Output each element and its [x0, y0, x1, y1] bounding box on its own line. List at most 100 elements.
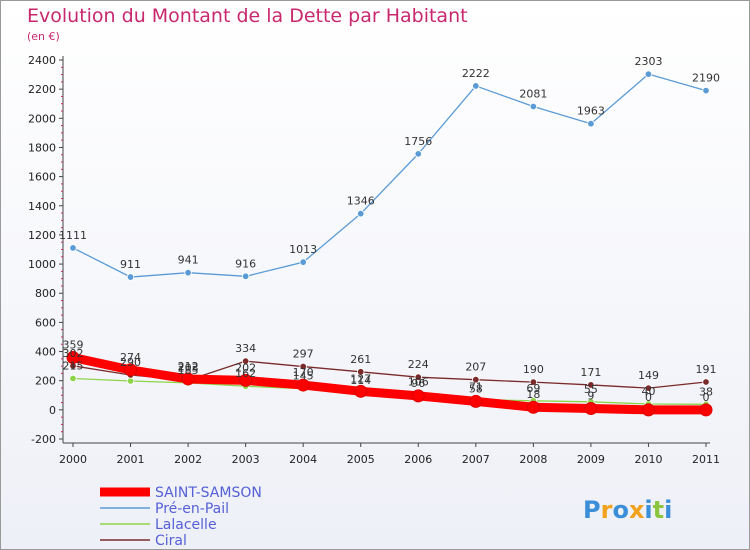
logo-letter: i — [644, 496, 652, 524]
data-label: 162 — [235, 367, 256, 380]
x-tick-label: 2001 — [117, 453, 145, 466]
data-label: 359 — [63, 339, 84, 352]
data-point — [584, 402, 598, 416]
y-tick-label: 2400 — [28, 54, 56, 67]
data-labels: 359 274 212 202 170 127 96 58 18 9 0 0 1111 911 941 916… — [59, 55, 720, 404]
data-label: 202 — [235, 361, 256, 374]
proxiti-logo: Proxiti — [583, 496, 672, 524]
y-tick-label: 200 — [35, 375, 56, 388]
data-label: 190 — [523, 363, 544, 376]
data-label: 207 — [465, 361, 486, 374]
data-label: 2081 — [519, 88, 547, 101]
data-label: 96 — [411, 377, 425, 390]
logo-letter: r — [601, 496, 613, 524]
y-tick-label: 400 — [35, 346, 56, 359]
data-point — [641, 403, 655, 417]
data-label: 18 — [526, 388, 540, 401]
data-label: 171 — [580, 366, 601, 379]
data-label: 203 — [178, 361, 199, 374]
axes: -200020040060080010001200140016001800200… — [28, 54, 720, 466]
x-tick-label: 2008 — [519, 453, 547, 466]
data-label: 149 — [638, 369, 659, 382]
data-label: 191 — [696, 363, 717, 376]
data-label: 224 — [408, 358, 429, 371]
y-tick-label: -200 — [31, 433, 56, 446]
y-tick-label: 1400 — [28, 200, 56, 213]
y-tick-label: 1000 — [28, 258, 56, 271]
series-line — [68, 353, 711, 415]
data-point — [357, 209, 365, 218]
y-tick-label: 0 — [49, 404, 56, 417]
data-point — [357, 368, 365, 376]
data-label: 261 — [350, 353, 371, 366]
data-point — [296, 378, 310, 392]
data-point — [587, 120, 595, 128]
data-label: 215 — [63, 360, 84, 373]
legend-label: Pré-en-Pail — [155, 501, 229, 517]
data-label: 170 — [293, 366, 314, 379]
data-label: 0 — [645, 391, 652, 404]
data-point — [472, 82, 480, 90]
data-label: 0 — [703, 391, 710, 404]
data-point — [529, 378, 538, 386]
y-tick-label: 1800 — [28, 141, 56, 154]
x-tick-label: 2003 — [232, 453, 260, 466]
x-tick-label: 2005 — [347, 453, 375, 466]
data-point — [126, 273, 135, 281]
data-point — [241, 272, 250, 281]
data-point — [241, 357, 250, 365]
data-label: 1756 — [404, 135, 432, 148]
data-point — [414, 373, 422, 381]
x-tick-label: 2000 — [59, 453, 87, 466]
data-label: 941 — [178, 254, 199, 267]
data-point — [239, 373, 253, 387]
data-label: 40 — [641, 385, 655, 398]
data-point — [354, 384, 368, 398]
logo-letter: x — [629, 496, 645, 524]
legend-label: Ciral — [155, 533, 187, 549]
data-point — [414, 150, 422, 158]
x-tick-label: 2009 — [577, 453, 605, 466]
logo-wordmark: Proxiti — [583, 496, 672, 524]
data-point — [526, 400, 540, 414]
y-tick-label: 2200 — [28, 83, 56, 96]
data-label: 302 — [63, 347, 84, 360]
data-point — [699, 403, 713, 417]
data-point — [644, 70, 653, 78]
data-point — [299, 362, 307, 371]
logo-letter: t — [653, 496, 664, 524]
data-label: 55 — [584, 383, 598, 396]
y-tick-label: 600 — [35, 316, 56, 329]
data-label: 2303 — [634, 55, 662, 68]
data-label: 274 — [120, 351, 141, 364]
data-point — [411, 389, 425, 403]
data-label: 334 — [235, 342, 256, 355]
data-label: 145 — [293, 370, 314, 383]
data-point — [469, 394, 483, 408]
data-label: 290 — [120, 356, 141, 369]
data-label: 71 — [469, 380, 483, 393]
chart-title: Evolution du Montant de la Dette par Hab… — [27, 5, 468, 27]
data-point — [644, 384, 653, 392]
data-point — [529, 102, 538, 111]
logo-letter: o — [612, 496, 629, 524]
y-tick-label: 1600 — [28, 171, 56, 184]
data-label: 1963 — [577, 105, 605, 118]
chart-subtitle: (en €) — [27, 30, 60, 43]
data-label: 38 — [699, 385, 713, 398]
data-point — [69, 244, 77, 252]
series-lines — [66, 70, 713, 417]
data-label: 297 — [293, 348, 314, 361]
data-point — [66, 351, 80, 365]
x-tick-label: 2002 — [174, 453, 202, 466]
data-label: 127 — [350, 372, 371, 385]
data-label: 185 — [178, 364, 199, 377]
data-point — [472, 375, 480, 384]
data-point — [702, 378, 710, 386]
y-tick-label: 800 — [35, 287, 56, 300]
data-label: 2190 — [692, 72, 720, 85]
data-point — [181, 372, 195, 386]
